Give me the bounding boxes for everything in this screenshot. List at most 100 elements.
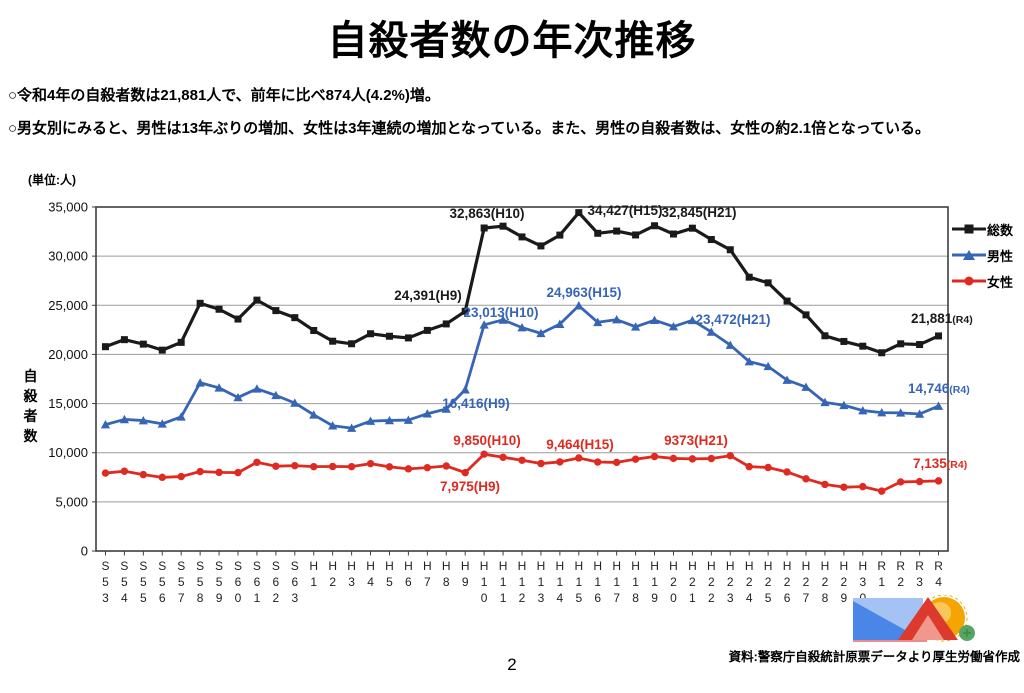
svg-text:H: H xyxy=(556,559,565,573)
svg-text:4: 4 xyxy=(935,575,942,589)
svg-text:5: 5 xyxy=(140,575,147,589)
svg-text:H: H xyxy=(840,559,849,573)
svg-text:S: S xyxy=(101,559,109,573)
svg-text:R: R xyxy=(915,559,924,573)
svg-text:2: 2 xyxy=(727,575,734,589)
svg-text:2: 2 xyxy=(329,575,336,589)
svg-text:9373(H21): 9373(H21) xyxy=(664,433,728,448)
svg-text:1: 1 xyxy=(500,591,507,605)
unit-label: (単位:人) xyxy=(28,173,76,187)
svg-text:H: H xyxy=(385,559,394,573)
svg-text:H: H xyxy=(347,559,356,573)
legend-marker-total-square xyxy=(952,224,986,234)
svg-text:5: 5 xyxy=(386,575,393,589)
svg-text:2: 2 xyxy=(803,575,810,589)
svg-text:2: 2 xyxy=(708,575,715,589)
svg-text:3: 3 xyxy=(727,591,734,605)
svg-text:2: 2 xyxy=(708,591,715,605)
svg-text:7,135(R4): 7,135(R4) xyxy=(913,456,967,471)
svg-text:6: 6 xyxy=(594,591,601,605)
svg-text:8: 8 xyxy=(822,591,829,605)
svg-text:9: 9 xyxy=(841,591,848,605)
svg-text:H: H xyxy=(726,559,735,573)
svg-text:H: H xyxy=(631,559,640,573)
svg-text:2: 2 xyxy=(897,575,904,589)
svg-text:4: 4 xyxy=(121,591,128,605)
logo-dashed-outline xyxy=(920,594,968,642)
svg-text:S: S xyxy=(253,559,261,573)
svg-text:H: H xyxy=(745,559,754,573)
svg-text:32,845(H21): 32,845(H21) xyxy=(661,205,736,220)
legend: 総数 男性 女性 xyxy=(952,216,1013,294)
svg-text:2: 2 xyxy=(822,575,829,589)
legend-label-male: 男性 xyxy=(987,248,1014,264)
svg-text:2: 2 xyxy=(784,575,791,589)
svg-text:24,963(H15): 24,963(H15) xyxy=(546,285,621,300)
svg-text:H: H xyxy=(574,559,583,573)
logo-green-badge-detail xyxy=(963,629,971,637)
svg-text:6: 6 xyxy=(784,591,791,605)
svg-text:4: 4 xyxy=(746,591,753,605)
svg-text:0: 0 xyxy=(81,544,88,559)
logo-graphic xyxy=(853,594,975,642)
svg-text:1: 1 xyxy=(254,591,261,605)
legend-label-female: 女性 xyxy=(987,274,1014,290)
svg-text:5: 5 xyxy=(121,575,128,589)
svg-text:2: 2 xyxy=(746,575,753,589)
svg-text:1: 1 xyxy=(500,575,507,589)
svg-text:5: 5 xyxy=(216,575,223,589)
svg-text:20,000: 20,000 xyxy=(48,347,88,362)
svg-text:5: 5 xyxy=(159,575,166,589)
svg-text:3: 3 xyxy=(538,591,545,605)
svg-text:5,000: 5,000 xyxy=(55,494,88,509)
summary-bullet-1: ○令和4年の自殺者数は21,881人で、前年に比べ874人(4.2%)増。 xyxy=(8,87,440,104)
svg-text:H: H xyxy=(537,559,546,573)
logo xyxy=(852,594,997,643)
svg-text:H: H xyxy=(688,559,697,573)
svg-text:3: 3 xyxy=(859,575,866,589)
svg-text:R: R xyxy=(877,559,886,573)
svg-text:S: S xyxy=(139,559,147,573)
svg-text:24,391(H9): 24,391(H9) xyxy=(394,288,462,303)
svg-text:2: 2 xyxy=(841,575,848,589)
svg-text:H: H xyxy=(593,559,602,573)
svg-text:1: 1 xyxy=(481,575,488,589)
svg-text:8: 8 xyxy=(197,591,204,605)
svg-text:H: H xyxy=(366,559,375,573)
svg-text:4: 4 xyxy=(557,591,564,605)
svg-text:8: 8 xyxy=(632,591,639,605)
svg-text:5: 5 xyxy=(102,575,109,589)
svg-text:S: S xyxy=(234,559,242,573)
legend-item-total: 総数 xyxy=(952,216,1013,242)
svg-text:34,427(H15): 34,427(H15) xyxy=(587,203,662,218)
svg-text:7: 7 xyxy=(424,575,431,589)
svg-text:1: 1 xyxy=(878,575,885,589)
svg-text:1: 1 xyxy=(519,575,526,589)
svg-text:7,975(H9): 7,975(H9) xyxy=(440,479,500,494)
svg-text:H: H xyxy=(821,559,830,573)
svg-text:H: H xyxy=(499,559,508,573)
legend-marker-female-circle xyxy=(952,276,986,286)
svg-text:H: H xyxy=(650,559,659,573)
svg-text:0: 0 xyxy=(670,591,677,605)
svg-text:23,013(H10): 23,013(H10) xyxy=(463,305,538,320)
svg-text:1: 1 xyxy=(538,575,545,589)
svg-text:H: H xyxy=(404,559,413,573)
svg-text:14,746(R4): 14,746(R4) xyxy=(908,381,970,396)
svg-text:H: H xyxy=(423,559,432,573)
svg-text:S: S xyxy=(120,559,128,573)
legend-item-female: 女性 xyxy=(952,268,1013,294)
svg-text:H: H xyxy=(802,559,811,573)
svg-text:S: S xyxy=(272,559,280,573)
svg-text:10,000: 10,000 xyxy=(48,445,88,460)
svg-text:H: H xyxy=(518,559,527,573)
svg-text:35,000: 35,000 xyxy=(48,200,88,215)
legend-marker-male-triangle xyxy=(952,250,986,260)
svg-text:1: 1 xyxy=(575,575,582,589)
legend-label-total: 総数 xyxy=(987,222,1014,238)
svg-text:9,464(H15): 9,464(H15) xyxy=(546,437,614,452)
svg-text:6: 6 xyxy=(159,591,166,605)
svg-text:H: H xyxy=(461,559,470,573)
svg-text:7: 7 xyxy=(803,591,810,605)
